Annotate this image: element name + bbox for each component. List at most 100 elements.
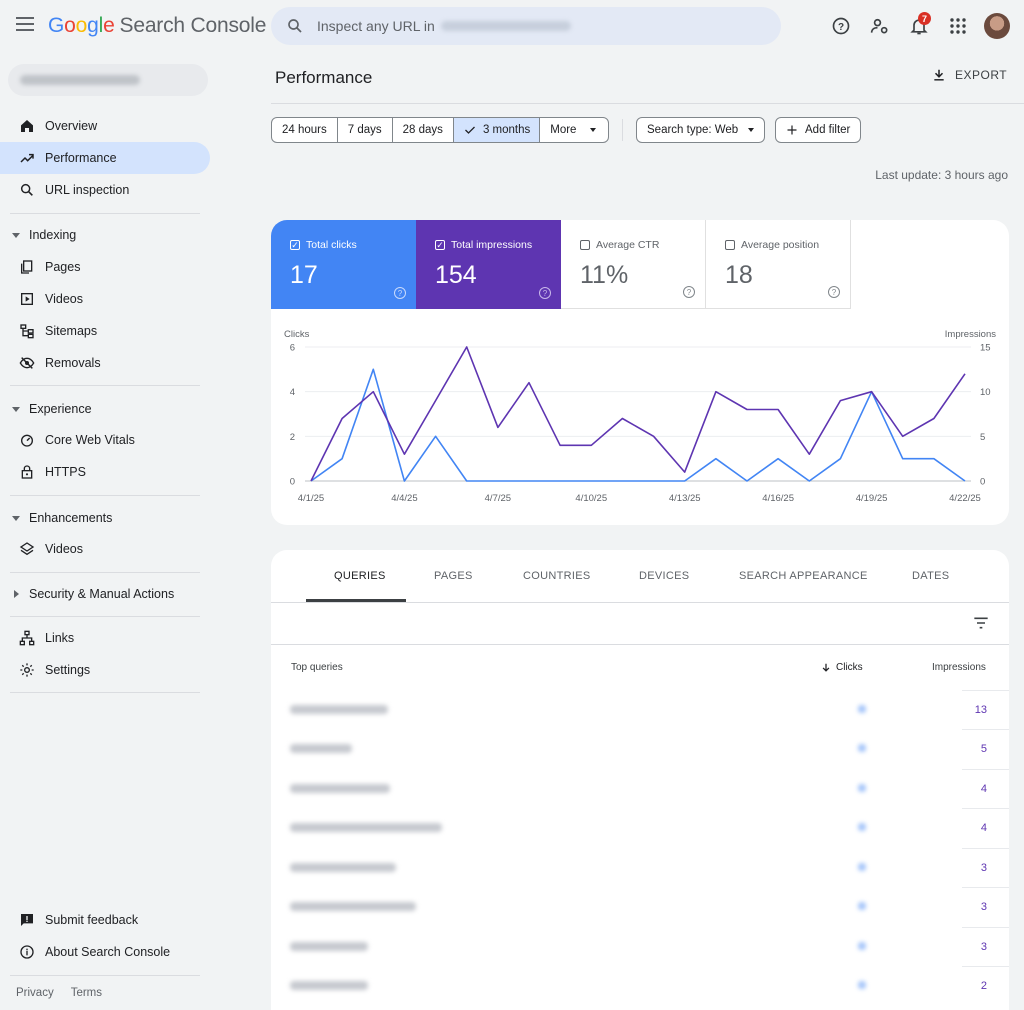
table-row[interactable]: 13 xyxy=(271,689,1009,730)
range-7-days[interactable]: 7 days xyxy=(338,118,393,142)
left-tick-label: 0 xyxy=(290,477,295,488)
app-logo[interactable]: Google Search Console xyxy=(48,14,266,38)
x-tick-label: 4/1/25 xyxy=(298,493,324,504)
sidebar-item-pages[interactable]: Pages xyxy=(0,251,210,283)
sidebar-item-removals[interactable]: Removals xyxy=(0,347,210,379)
tab-queries[interactable]: QUERIES xyxy=(334,570,386,582)
table-row[interactable]: 2 xyxy=(271,966,1009,1006)
range-3-months[interactable]: 3 months xyxy=(453,118,541,142)
range-28-days[interactable]: 28 days xyxy=(393,118,454,142)
users-settings-icon[interactable] xyxy=(864,10,896,42)
tab-devices[interactable]: DEVICES xyxy=(639,570,690,582)
impressions-value: 3 xyxy=(962,847,1009,888)
apps-grid-icon[interactable] xyxy=(942,10,974,42)
range-24-hours[interactable]: 24 hours xyxy=(272,118,338,142)
account-avatar[interactable] xyxy=(984,13,1010,39)
help-icon[interactable]: ? xyxy=(825,10,857,42)
help-icon[interactable]: ? xyxy=(539,287,551,299)
metric-total-clicks[interactable]: ✓ Total clicks 17 ? xyxy=(271,220,416,309)
export-label: EXPORT xyxy=(955,68,1008,82)
section-experience[interactable]: Experience xyxy=(12,402,92,416)
add-filter-button[interactable]: Add filter xyxy=(775,117,862,143)
sidebar-divider xyxy=(10,975,200,976)
series-line-clicks xyxy=(310,368,966,482)
sidebar-item-label: Pages xyxy=(45,260,81,274)
top-app-bar: Google Search Console Inspect any URL in … xyxy=(0,0,1024,52)
tab-search-appearance[interactable]: SEARCH APPEARANCE xyxy=(739,570,868,582)
sidebar-divider xyxy=(10,385,200,386)
sidebar-item-about[interactable]: About Search Console xyxy=(0,936,210,968)
table-row[interactable]: 5 xyxy=(271,729,1009,769)
table-row[interactable]: 4 xyxy=(271,808,1009,848)
section-title: Experience xyxy=(29,402,92,416)
property-selector[interactable] xyxy=(8,64,208,96)
help-icon[interactable]: ? xyxy=(394,287,406,299)
query-blurred xyxy=(290,823,442,832)
checkbox-checked-icon[interactable]: ✓ xyxy=(435,239,445,250)
sidebar-item-videos[interactable]: Videos xyxy=(0,283,210,315)
range-more[interactable]: More xyxy=(540,118,608,142)
checkbox-unchecked-icon[interactable] xyxy=(580,240,590,250)
download-icon xyxy=(932,68,946,82)
table-row[interactable]: 3 xyxy=(271,847,1009,888)
info-icon xyxy=(18,943,36,961)
last-update-text: Last update: 3 hours ago xyxy=(875,168,1008,182)
left-tick-label: 6 xyxy=(290,343,295,354)
metric-average-ctr[interactable]: Average CTR 11% ? xyxy=(561,220,706,309)
section-security[interactable]: Security & Manual Actions xyxy=(12,587,174,601)
sidebar-item-label: Links xyxy=(45,631,75,645)
main-menu-icon[interactable] xyxy=(16,17,34,31)
clicks-blurred xyxy=(858,704,866,713)
terms-link[interactable]: Terms xyxy=(70,987,103,999)
impressions-value: 4 xyxy=(962,768,1009,809)
section-enhancements[interactable]: Enhancements xyxy=(12,511,112,525)
sidebar-item-label: Overview xyxy=(45,119,98,133)
col-header-impressions[interactable]: Impressions xyxy=(932,662,986,673)
logo-letter: G xyxy=(48,14,65,37)
section-indexing[interactable]: Indexing xyxy=(12,228,76,242)
gauge-icon xyxy=(18,431,36,449)
table-row[interactable]: 3 xyxy=(271,887,1009,927)
metric-value: 17 xyxy=(290,261,318,289)
x-tick-label: 4/19/25 xyxy=(856,493,888,504)
help-icon[interactable]: ? xyxy=(828,286,840,298)
col-header-clicks[interactable]: Clicks xyxy=(821,662,863,673)
tab-countries[interactable]: COUNTRIES xyxy=(523,570,591,582)
table-row[interactable]: 4 xyxy=(271,768,1009,809)
property-name-blurred xyxy=(20,75,140,85)
sidebar-item-performance[interactable]: Performance xyxy=(0,142,210,174)
checkbox-checked-icon[interactable]: ✓ xyxy=(290,239,300,250)
metric-total-impressions[interactable]: ✓ Total impressions 154 ? xyxy=(416,220,561,309)
metric-label: Average CTR xyxy=(596,239,660,251)
sidebar-item-overview[interactable]: Overview xyxy=(0,110,210,142)
sidebar-item-links[interactable]: Links xyxy=(0,622,210,654)
tab-pages[interactable]: PAGES xyxy=(434,570,473,582)
chevron-down-icon xyxy=(12,406,20,412)
chevron-right-icon xyxy=(14,590,19,598)
tab-dates[interactable]: DATES xyxy=(912,570,950,582)
sidebar-item-core-web-vitals[interactable]: Core Web Vitals xyxy=(0,424,210,456)
search-type-filter[interactable]: Search type: Web xyxy=(636,117,766,143)
clicks-blurred xyxy=(858,744,866,752)
chevron-down-icon xyxy=(12,515,20,521)
export-button[interactable]: EXPORT xyxy=(932,68,1007,82)
privacy-link[interactable]: Privacy xyxy=(16,987,54,999)
impressions-value: 3 xyxy=(962,926,1009,967)
notifications-icon[interactable]: 7 xyxy=(903,10,935,42)
table-row[interactable]: 3 xyxy=(271,926,1009,967)
url-inspect-search[interactable]: Inspect any URL in xyxy=(271,7,781,45)
section-title: Indexing xyxy=(29,228,77,242)
filter-list-icon[interactable] xyxy=(973,616,989,630)
sidebar-item-url-inspection[interactable]: URL inspection xyxy=(0,174,210,206)
sidebar-item-https[interactable]: HTTPS xyxy=(0,456,210,488)
metric-average-position[interactable]: Average position 18 ? xyxy=(706,220,851,309)
sidebar-item-settings[interactable]: Settings xyxy=(0,654,210,686)
help-icon[interactable]: ? xyxy=(683,286,695,298)
sidebar-item-submit-feedback[interactable]: Submit feedback xyxy=(0,904,210,936)
sidebar-item-label: Settings xyxy=(45,663,91,677)
checkbox-unchecked-icon[interactable] xyxy=(725,240,735,250)
sidebar-item-label: Videos xyxy=(45,542,83,556)
sidebar-item-enh-videos[interactable]: Videos xyxy=(0,533,210,565)
sidebar-item-sitemaps[interactable]: Sitemaps xyxy=(0,315,210,347)
impressions-value: 4 xyxy=(962,808,1009,848)
